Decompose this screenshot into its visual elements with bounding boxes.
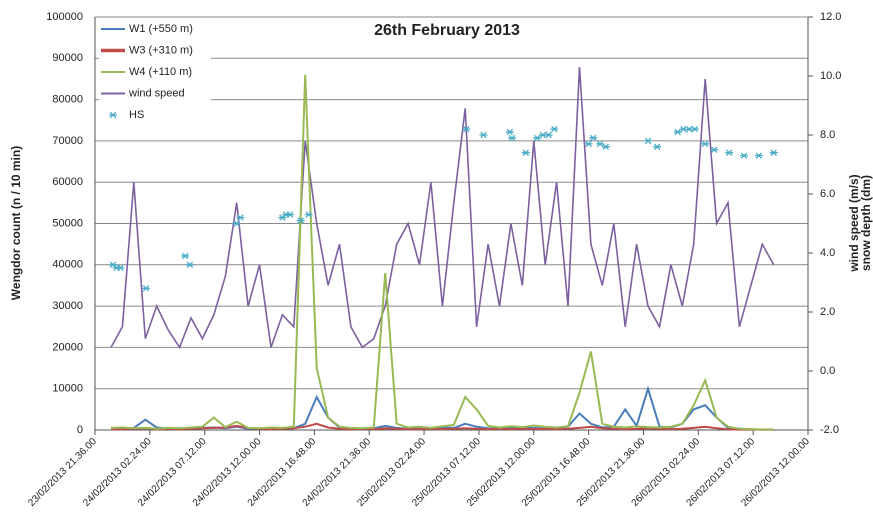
scatter-point (521, 149, 530, 156)
chart-title: 26th February 2013 (374, 22, 520, 39)
scatter-point (185, 261, 194, 269)
y-tick-label: 70000 (52, 135, 83, 147)
scatter-point (462, 125, 471, 133)
scatter-point (479, 131, 488, 139)
y2-tick-label: 0.0 (820, 365, 835, 377)
scatter-point (644, 137, 653, 145)
scatter-point (533, 134, 542, 142)
y-tick-label: 40000 (52, 259, 83, 271)
scatter-point (236, 214, 245, 221)
scatter-point (181, 252, 190, 260)
scatter-point (505, 128, 514, 136)
scatter-point (690, 125, 699, 133)
legend-label: W1 (+550 m) (129, 23, 193, 35)
y-tick-label: 80000 (52, 94, 83, 106)
series-line (110, 67, 775, 350)
y-tick-label: 50000 (52, 217, 83, 229)
y2-tick-label: 12.0 (820, 11, 841, 23)
scatter-point (584, 140, 593, 148)
scatter-point (304, 211, 313, 218)
scatter-point (754, 152, 763, 159)
scatter-point (601, 143, 610, 151)
scatter-point (701, 140, 710, 148)
scatter-point (740, 152, 749, 159)
y-tick-label: 0 (77, 424, 83, 436)
legend-label: wind speed (128, 87, 185, 99)
scatter-point (725, 149, 734, 156)
scatter-point (673, 128, 682, 136)
scatter-point (286, 211, 295, 218)
scatter-point (232, 220, 241, 227)
y2-tick-label: 4.0 (820, 247, 835, 259)
scatter-point (550, 125, 559, 133)
legend-label: W4 (+110 m) (129, 66, 192, 78)
y2-axis-title: wind speed (m/s) (847, 174, 861, 272)
y2-tick-label: 6.0 (820, 188, 835, 200)
y-tick-label: 20000 (52, 341, 83, 353)
scatter-point (710, 146, 719, 154)
scatter-point (142, 285, 151, 292)
legend-label: W3 (+310 m) (129, 44, 193, 56)
y2-tick-label: -2.0 (820, 424, 839, 436)
y-tick-label: 30000 (52, 300, 83, 312)
scatter-point (589, 134, 598, 142)
scatter-point (116, 264, 125, 272)
series-line (110, 385, 774, 431)
y-axis-title: Wengdor count (n / 10 min) (9, 146, 23, 300)
series-line (111, 422, 774, 431)
y2-tick-label: 10.0 (820, 70, 841, 82)
scatter-point (653, 143, 662, 151)
y-tick-label: 90000 (52, 52, 83, 64)
y2-tick-label: 8.0 (820, 129, 835, 141)
y-tick-label: 100000 (46, 11, 83, 23)
y-tick-label: 10000 (52, 383, 83, 395)
legend-symbol (109, 111, 117, 119)
scatter-point (544, 131, 553, 139)
legend-label: HS (129, 109, 144, 121)
scatter-point (508, 134, 517, 142)
series-line (110, 74, 774, 431)
scatter-point (769, 149, 778, 156)
scatter-point (296, 217, 305, 224)
y2-axis-title: snow depth (dm) (859, 175, 873, 271)
y2-tick-label: 2.0 (820, 306, 835, 318)
y-tick-label: 60000 (52, 176, 83, 188)
scatter-point (596, 140, 605, 148)
